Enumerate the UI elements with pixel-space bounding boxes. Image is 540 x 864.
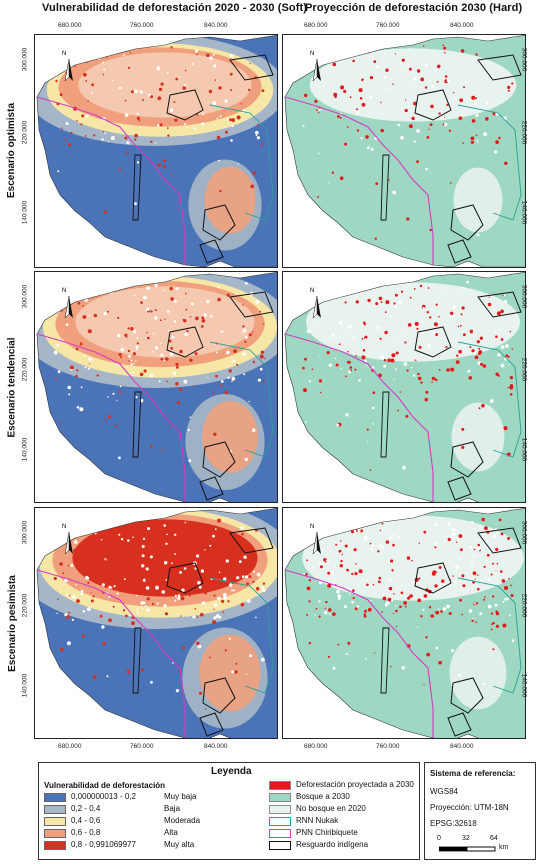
map-panel-hard-optimista: N	[282, 34, 526, 268]
legend-title: Leyenda	[211, 766, 252, 777]
svg-text:N: N	[62, 288, 66, 294]
x-tick-bottom-right-1: 680.000	[304, 743, 328, 750]
column-title-soft: Vulnerabilidad de deforestación 2020 - 2…	[42, 2, 307, 14]
svg-text:N: N	[62, 51, 66, 57]
svg-text:N: N	[310, 524, 314, 530]
svg-text:N: N	[310, 288, 314, 294]
legend: Leyenda Vulnerabilidad de deforestación …	[38, 762, 420, 860]
legend-hard-label-3: No bosque en 2020	[296, 804, 366, 813]
map-panel-soft-pesimista: N	[34, 507, 278, 739]
reference-system: Sistema de referencia: WGS84 Proyección:…	[424, 762, 536, 860]
legend-class-1: Muy baja	[164, 792, 197, 801]
legend-swatch-hard-6	[269, 841, 291, 850]
row-title-pesimista: Escenario pesimista	[6, 574, 18, 672]
x-tick-top-left-2: 760.000	[130, 22, 154, 29]
legend-hard-label-2: Bosque a 2030	[296, 792, 350, 801]
legend-vuln-title: Vulnerabilidad de deforestación	[44, 781, 166, 790]
legend-swatch-hard-5	[269, 829, 291, 838]
legend-swatch-vuln-4	[44, 829, 66, 838]
y-tick-left-row3-2: 220.000	[21, 593, 29, 618]
y-tick-right-row3-2: 220.000	[520, 593, 528, 618]
scale-label-0: 0	[437, 835, 441, 842]
y-tick-left-row2-2: 220.000	[21, 357, 29, 382]
y-tick-left-row1-1: 300.000	[21, 47, 29, 72]
legend-range-3: 0,4 - 0,6	[71, 816, 101, 825]
y-tick-right-row3-3: 140.000	[520, 673, 528, 698]
y-tick-right-row2-3: 140.000	[520, 437, 528, 462]
legend-class-5: Muy alta	[164, 840, 195, 849]
legend-swatch-vuln-2	[44, 805, 66, 814]
x-tick-bottom-left-1: 680.000	[58, 743, 82, 750]
legend-hard-label-6: Resguardo indígena	[296, 840, 369, 849]
legend-swatch-hard-3	[269, 805, 291, 814]
legend-class-4: Alta	[164, 828, 178, 837]
legend-class-3: Moderada	[164, 816, 201, 825]
row-title-optimista: Escenario optimista	[6, 102, 18, 198]
x-tick-bottom-right-3: 840.000	[450, 743, 474, 750]
legend-range-2: 0,2 - 0,4	[71, 804, 101, 813]
legend-range-1: 0,000000013 - 0,2	[71, 792, 136, 801]
map-panel-soft-optimista: N	[34, 34, 278, 268]
reference-datum: WGS84	[430, 787, 459, 796]
x-tick-bottom-right-2: 760.000	[376, 743, 400, 750]
column-title-hard: Proyección de deforestación 2030 (Hard)	[305, 2, 523, 14]
legend-swatch-vuln-1	[44, 793, 66, 802]
legend-hard-label-4: RNN Nukak	[296, 816, 339, 825]
x-tick-bottom-left-2: 760.000	[130, 743, 154, 750]
legend-hard-label-5: PNN Chiribiquete	[296, 828, 358, 837]
x-tick-top-right-1: 680.000	[304, 22, 328, 29]
y-tick-left-row1-3: 140.000	[21, 200, 29, 225]
y-tick-right-row1-2: 220.000	[520, 120, 528, 145]
legend-swatch-vuln-5	[44, 841, 66, 850]
legend-swatch-vuln-3	[44, 817, 66, 826]
y-tick-right-row3-1: 300.000	[520, 520, 528, 545]
scale-label-64: 64	[490, 835, 498, 842]
reference-projection: Proyección: UTM-18N	[430, 803, 509, 812]
y-tick-right-row2-2: 220.000	[520, 357, 528, 382]
legend-swatch-hard-2	[269, 793, 291, 802]
x-tick-bottom-left-3: 840.000	[204, 743, 228, 750]
scale-bar	[439, 846, 496, 852]
y-tick-left-row1-2: 220.000	[21, 120, 29, 145]
x-tick-top-left-3: 840.000	[204, 22, 228, 29]
x-tick-top-right-2: 760.000	[376, 22, 400, 29]
scale-unit: km	[499, 844, 509, 851]
legend-hard-label-1: Deforestación proyectada a 2030	[296, 780, 414, 789]
reference-title: Sistema de referencia:	[430, 769, 516, 778]
row-title-tendencial: Escenario tendencial	[6, 336, 18, 438]
legend-swatch-hard-4	[269, 817, 291, 826]
y-tick-right-row1-3: 140.000	[520, 200, 528, 225]
y-tick-left-row3-1: 300.000	[21, 520, 29, 545]
map-panel-soft-tendencial: N	[34, 271, 278, 503]
legend-range-4: 0,6 - 0,8	[71, 828, 101, 837]
map-panel-hard-pesimista: N	[282, 507, 526, 739]
x-tick-top-left-1: 680.000	[58, 22, 82, 29]
scale-label-32: 32	[462, 835, 470, 842]
svg-text:N: N	[310, 51, 314, 57]
y-tick-left-row3-3: 140.000	[21, 673, 29, 698]
y-tick-left-row2-3: 140.000	[21, 437, 29, 462]
legend-class-2: Baja	[164, 804, 181, 813]
y-tick-left-row2-1: 300.000	[21, 284, 29, 309]
svg-text:N: N	[62, 524, 66, 530]
reference-epsg: EPSG:32618	[430, 819, 477, 828]
y-tick-right-row1-1: 300.000	[520, 47, 528, 72]
legend-swatch-hard-1	[269, 781, 291, 790]
legend-range-5: 0,8 - 0,991069977	[71, 840, 136, 849]
x-tick-top-right-3: 840.000	[450, 22, 474, 29]
map-panel-hard-tendencial: N	[282, 271, 526, 503]
y-tick-right-row2-1: 300.000	[520, 284, 528, 309]
